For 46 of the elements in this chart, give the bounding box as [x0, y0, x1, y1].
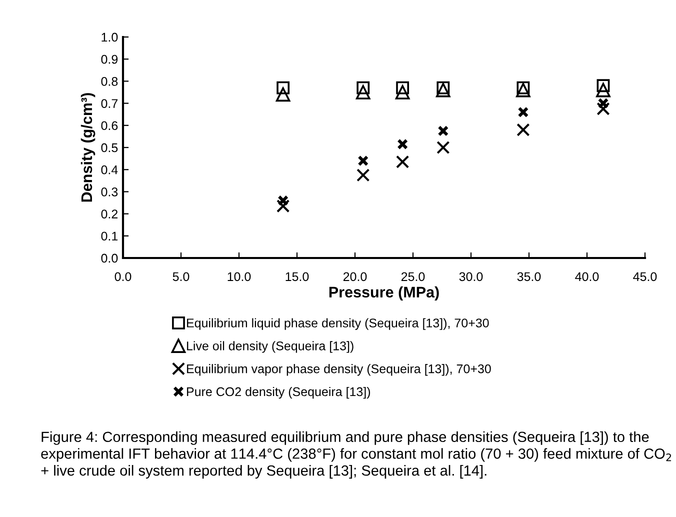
legend-label: Live oil density (Sequeira [13])	[187, 341, 354, 353]
y-tick-label: 0.0	[101, 254, 118, 263]
x-tick-label: 30.0	[459, 272, 483, 282]
y-axis-title: Density (g/cm³)	[80, 93, 96, 202]
x-tick-label: 25.0	[401, 272, 425, 282]
x-tick-label: 35.0	[517, 272, 541, 282]
y-tick-label: 0.4	[101, 165, 118, 174]
point	[356, 85, 370, 100]
point	[356, 168, 370, 182]
point	[436, 140, 450, 154]
point	[436, 81, 450, 94]
point	[436, 82, 450, 98]
point	[276, 87, 290, 102]
y-tick-label: 0.8	[101, 77, 118, 86]
x-tick-label: 5.0	[172, 272, 190, 282]
y-tick-label: 0.1	[101, 232, 118, 241]
y-tick-label: 0.2	[101, 210, 118, 218]
legend-label: Equilibrium liquid phase density (Sequeira [13]), 70+30	[187, 318, 489, 330]
x-tick-label: 20.0	[343, 272, 367, 282]
x-tick-label: 15.0	[286, 272, 309, 282]
point	[395, 85, 410, 100]
y-tick-label: 1.0	[102, 32, 118, 42]
point	[516, 81, 530, 94]
x-tick-label: 10.0	[228, 272, 251, 282]
point	[276, 199, 290, 213]
point	[276, 81, 290, 94]
x-tick-label: 0.0	[114, 272, 132, 282]
y-tick-label: 0.6	[101, 121, 118, 130]
point	[396, 81, 410, 94]
point	[356, 81, 370, 94]
y-tick-label: 0.3	[101, 188, 118, 196]
x-tick-label: 40.0	[575, 272, 599, 282]
text: Figure 4: Corresponding measured equilibrium and pure phase densities (Sequeira [13]) to the experimental IFT behavior at 114.4°C (238°F) for constant mol ratio (70 + 30) feed mixture of CO$_{2}$ + live crude oil system reported by Sequeira [13]; Sequeira et al. [14].	[41, 431, 672, 479]
point	[596, 102, 610, 116]
x-tick-label: 45.0	[633, 272, 657, 282]
legend-label: Equilibrium vapor phase density (Sequeira [13]), 70+30	[187, 364, 491, 376]
legend-label: Pure CO2 density (Sequeira [13])	[187, 386, 370, 399]
y-tick-label: 0.7	[101, 99, 118, 108]
point	[516, 82, 530, 98]
point	[516, 123, 530, 136]
point	[596, 82, 610, 98]
y-tick-label: 0.9	[101, 54, 118, 64]
x-axis-title: Pressure (MPa)	[329, 286, 439, 301]
y-tick-label: 0.5	[101, 143, 118, 152]
point	[396, 155, 410, 168]
point	[596, 79, 610, 92]
